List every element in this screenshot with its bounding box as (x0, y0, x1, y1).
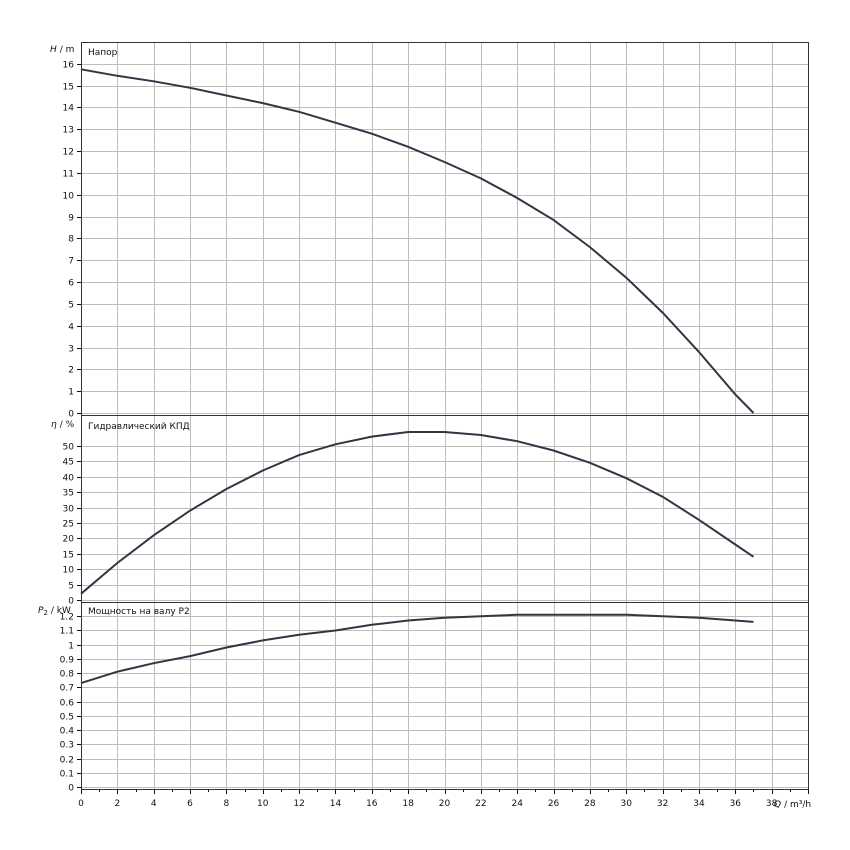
y-tick-label: 2 (68, 366, 74, 376)
flow-axis-label: Q / m³/h (774, 800, 811, 810)
x-tick-label: 32 (657, 799, 668, 809)
x-tick-label: 38 (766, 799, 778, 809)
head-axis-var: H (50, 45, 57, 55)
y-tick-label: 11 (63, 170, 74, 180)
flow-axis-var: Q (774, 800, 781, 810)
x-tick-label: 4 (151, 799, 157, 809)
y-tick-label: 0.6 (60, 699, 75, 709)
y-tick-label: 0.3 (60, 741, 74, 751)
y-tick-label: 1.2 (60, 613, 74, 623)
x-tick-label: 26 (548, 799, 560, 809)
y-tick-label: 0.5 (60, 713, 74, 723)
x-tick-label: 20 (439, 799, 451, 809)
y-tick-label: 0 (68, 410, 74, 420)
head-panel-title: Напор (88, 48, 118, 58)
y-tick-label: 7 (68, 257, 74, 267)
x-tick-label: 6 (187, 799, 193, 809)
x-tick-label: 30 (621, 799, 633, 809)
y-tick-label: 0.9 (60, 656, 75, 666)
y-tick-label: 15 (63, 551, 74, 561)
y-tick-label: 3 (68, 345, 74, 355)
series-line (80, 431, 755, 595)
power-axis-label: P2 / kW (38, 606, 71, 617)
power-axis-sub: 2 (43, 609, 47, 617)
efficiency-axis-unit: / % (60, 420, 75, 430)
ticks: 0123456789101112131415160510152025303540… (60, 61, 809, 809)
y-tick-label: 5 (68, 582, 74, 592)
y-tick-label: 12 (63, 148, 74, 158)
y-tick-label: 50 (63, 443, 75, 453)
y-tick-label: 15 (63, 83, 74, 93)
series-line (80, 68, 755, 414)
y-tick-label: 0.7 (60, 684, 74, 694)
series-line (80, 613, 754, 685)
y-tick-label: 8 (68, 235, 74, 245)
y-tick-label: 45 (63, 458, 74, 468)
x-tick-label: 22 (475, 799, 486, 809)
y-tick-label: 25 (63, 520, 74, 530)
flow-axis-unit: / m³/h (784, 800, 811, 810)
y-tick-label: 16 (63, 61, 75, 71)
y-tick-label: 40 (63, 474, 75, 484)
power-panel-title: Мощность на валу P2 (88, 607, 190, 617)
y-tick-label: 0 (68, 597, 74, 607)
y-tick-label: 30 (63, 505, 75, 515)
head-axis-unit: / m (60, 45, 75, 55)
y-tick-label: 0.2 (60, 756, 74, 766)
x-tick-label: 14 (330, 799, 342, 809)
x-tick-label: 2 (114, 799, 120, 809)
x-tick-label: 34 (693, 799, 705, 809)
head-axis-label: H / m (50, 45, 74, 55)
efficiency-axis-var: η (51, 420, 57, 430)
x-tick-label: 28 (584, 799, 596, 809)
y-tick-label: 10 (63, 192, 75, 202)
y-tick-label: 4 (68, 323, 74, 333)
grid (81, 42, 808, 789)
y-tick-label: 1 (68, 388, 74, 398)
x-tick-label: 8 (224, 799, 230, 809)
efficiency-axis-label: η / % (51, 420, 75, 430)
x-tick-label: 12 (293, 799, 304, 809)
x-tick-label: 36 (730, 799, 742, 809)
x-tick-label: 18 (402, 799, 414, 809)
x-tick-label: 16 (366, 799, 378, 809)
y-tick-label: 10 (63, 566, 75, 576)
y-tick-label: 35 (63, 489, 74, 499)
y-tick-label: 0 (68, 784, 74, 794)
y-tick-label: 14 (63, 104, 75, 114)
x-tick-label: 10 (257, 799, 269, 809)
power-axis-unit: / kW (51, 606, 71, 616)
y-tick-label: 20 (63, 535, 75, 545)
x-tick-label: 0 (78, 799, 84, 809)
curves (80, 68, 755, 685)
y-tick-label: 1.1 (60, 627, 74, 637)
y-tick-label: 13 (63, 126, 74, 136)
y-tick-label: 6 (68, 279, 74, 289)
y-tick-label: 0.1 (60, 770, 74, 780)
y-tick-label: 5 (68, 301, 74, 311)
y-tick-label: 9 (68, 214, 74, 224)
power-axis-var: P (38, 606, 44, 616)
y-tick-label: 0.4 (60, 727, 75, 737)
y-tick-label: 1 (68, 642, 74, 652)
x-tick-label: 24 (511, 799, 523, 809)
efficiency-panel-title: Гидравлический КПД (88, 422, 190, 432)
y-tick-label: 0.8 (60, 670, 75, 680)
